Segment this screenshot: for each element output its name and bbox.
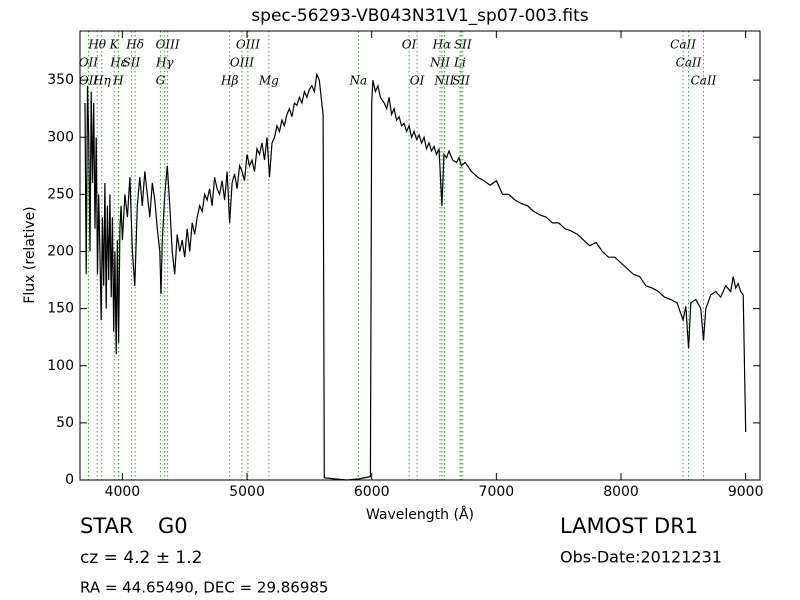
emission-label: OIII	[236, 38, 260, 52]
emission-label: Hγ	[155, 56, 174, 70]
emission-label: Hδ	[125, 38, 144, 52]
emission-label: OII	[79, 56, 99, 70]
y-tick-label: 200	[47, 244, 74, 260]
obs-date: Obs-Date:20121231	[560, 548, 722, 567]
x-tick-label: 7000	[479, 484, 515, 500]
emission-label: OI	[402, 38, 417, 52]
y-axis-label: Flux (relative)	[22, 206, 38, 303]
emission-label: CaII	[670, 38, 696, 52]
emission-label: OI	[410, 74, 425, 88]
emission-label: Hθ	[87, 38, 106, 52]
x-axis-label: Wavelength (Å)	[366, 506, 474, 523]
emission-label: Hα	[432, 38, 452, 52]
y-tick-label: 250	[47, 186, 74, 202]
spectrum-line	[84, 72, 747, 481]
emission-label: CaII	[691, 74, 717, 88]
y-tick-label: 100	[47, 358, 74, 374]
class: STAR	[80, 514, 133, 538]
y-tick-label: 0	[65, 472, 74, 488]
emission-label: SII	[123, 56, 141, 70]
y-tick-label: 350	[47, 72, 74, 88]
emission-label: OIII	[156, 38, 180, 52]
x-tick-label: 9000	[728, 484, 764, 500]
plot-frame	[79, 30, 761, 481]
emission-label: Hε	[109, 56, 127, 70]
emission-label: OII	[79, 74, 99, 88]
emission-label: H	[112, 74, 124, 88]
x-tick-label: 8000	[603, 484, 639, 500]
emission-label: Hη	[92, 74, 111, 88]
emission-label: SII	[454, 38, 472, 52]
emission-label: SII	[452, 74, 470, 88]
emission-label: Mg	[258, 74, 279, 88]
emission-label: G	[156, 74, 166, 88]
coordinates: RA = 44.65490, DEC = 29.86985	[80, 579, 328, 597]
y-tick-label: 150	[47, 301, 74, 317]
emission-label: CaII	[676, 56, 702, 70]
emission-label: NII	[433, 74, 454, 88]
y-tick-label: 300	[47, 129, 74, 145]
x-tick-label: 6000	[354, 484, 390, 500]
emission-label: K	[109, 38, 120, 52]
emission-label: Hβ	[220, 74, 238, 88]
emission-label: OIII	[230, 56, 254, 70]
emission-label: NII	[429, 56, 450, 70]
emission-label: Na	[349, 74, 368, 88]
emission-label: Li	[453, 56, 466, 70]
x-tick-label: 5000	[229, 484, 265, 500]
x-tick-label: 4000	[105, 484, 141, 500]
redshift: cz = 4.2 ± 1.2	[80, 548, 202, 568]
y-tick-label: 50	[56, 415, 74, 431]
subclass: G0	[158, 514, 188, 538]
chart-title: spec-56293-VB043N31V1_sp07-003.fits	[251, 6, 588, 26]
survey: LAMOST DR1	[560, 514, 698, 538]
